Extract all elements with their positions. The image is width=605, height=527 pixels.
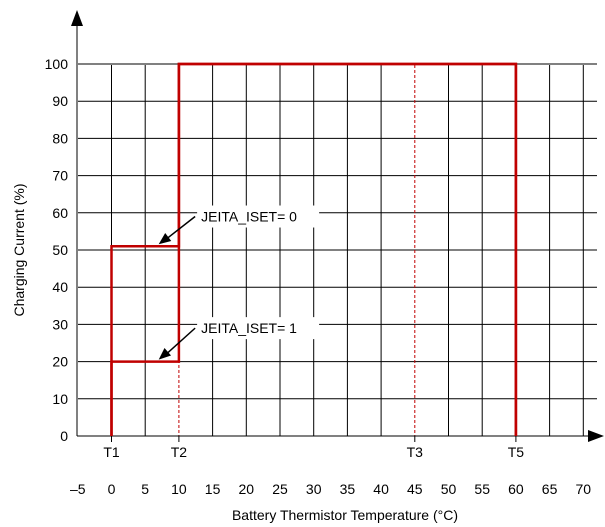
y-tick-label: 0 xyxy=(60,428,68,444)
x-tick-label: –5 xyxy=(70,481,86,497)
annotation-arrow-line xyxy=(164,327,196,357)
x-tick-label: 65 xyxy=(542,481,558,497)
x-tick-label: 30 xyxy=(306,481,322,497)
y-tick-label: 40 xyxy=(52,279,68,295)
y-axis-title: Charging Current (%) xyxy=(11,183,27,316)
grid xyxy=(78,63,597,437)
y-tick-label: 70 xyxy=(52,168,68,184)
x-tick-label: 35 xyxy=(340,481,356,497)
threshold-label: T5 xyxy=(508,444,525,460)
tick-labels: 0 10 20 30 40 50 60 70 80 90 100 –5 0 5 10 15 20 25 30 35 40… xyxy=(45,56,592,497)
x-tick-label: 20 xyxy=(239,481,255,497)
annotation-label: JEITA_ISET= 1 xyxy=(201,320,297,336)
y-tick-label: 90 xyxy=(52,93,68,109)
annotation-box xyxy=(197,317,320,340)
x-tick-label: 25 xyxy=(272,481,288,497)
annotation-arrowhead xyxy=(158,233,172,245)
y-tick-label: 50 xyxy=(52,242,68,258)
x-tick-label: 50 xyxy=(441,481,457,497)
x-tick-label: 70 xyxy=(576,481,592,497)
axes xyxy=(71,10,604,442)
series xyxy=(110,62,518,436)
x-tick-label: 5 xyxy=(141,481,149,497)
annotation-arrow-line xyxy=(164,215,196,241)
threshold-label: T1 xyxy=(103,444,120,460)
annotation-box xyxy=(197,205,320,228)
x-axis-arrow xyxy=(588,430,604,442)
x-tick-label: 15 xyxy=(205,481,221,497)
annotations: JEITA_ISET= 0 JEITA_ISET= 1 xyxy=(158,205,320,360)
y-tick-label: 100 xyxy=(45,56,69,72)
y-tick-label: 80 xyxy=(52,130,68,146)
y-tick-label: 10 xyxy=(52,391,68,407)
y-axis-arrow xyxy=(71,10,83,26)
x-tick-label: 40 xyxy=(373,481,389,497)
threshold-label: T2 xyxy=(171,444,188,460)
threshold-label: T3 xyxy=(407,444,424,460)
x-tick-label: 10 xyxy=(171,481,187,497)
series-line xyxy=(110,62,518,436)
annotation-arrowhead xyxy=(158,347,172,360)
y-tick-label: 60 xyxy=(52,205,68,221)
x-axis-title: Battery Thermistor Temperature (°C) xyxy=(232,507,458,523)
y-tick-label: 20 xyxy=(52,354,68,370)
x-tick-label: 55 xyxy=(474,481,490,497)
x-tick-label: 45 xyxy=(407,481,423,497)
x-tick-label: 0 xyxy=(108,481,116,497)
y-tick-label: 30 xyxy=(52,316,68,332)
annotation-label: JEITA_ISET= 0 xyxy=(201,209,297,225)
x-tick-label: 60 xyxy=(508,481,524,497)
